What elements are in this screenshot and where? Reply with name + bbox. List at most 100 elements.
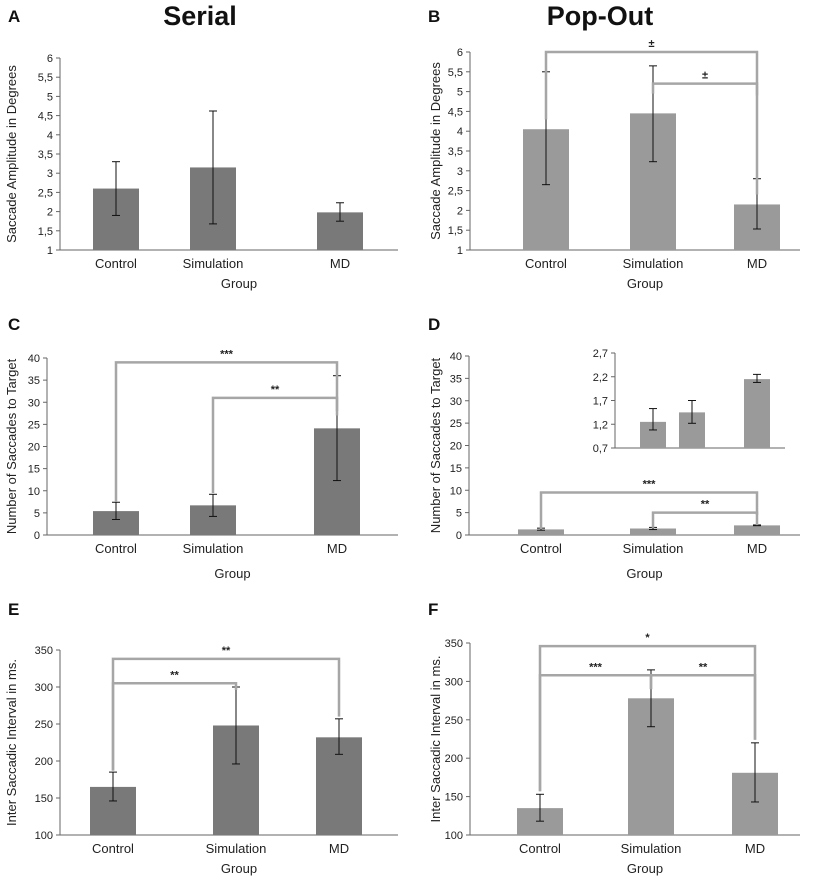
y-tick-label: 4,5 — [38, 111, 53, 123]
y-tick-label: 5,5 — [38, 72, 53, 84]
y-tick-label: 1,5 — [38, 226, 53, 238]
y-tick-label: 100 — [445, 830, 463, 842]
y-tick-label: 20 — [450, 441, 462, 453]
panel-label: C — [8, 315, 20, 334]
y-tick-label: 0 — [34, 530, 40, 542]
y-tick-label: 5 — [34, 508, 40, 520]
x-category-label: Control — [95, 541, 137, 556]
chart-panel-b: B 1 1,5 2 2,5 3 3,5 4 4,5 5 5,5 6 Control Simulation M… — [428, 7, 800, 291]
x-axis-title: Group — [221, 276, 257, 291]
y-tick-label: 100 — [35, 830, 53, 842]
y-tick-label: 250 — [445, 715, 463, 727]
x-category-label: Simulation — [623, 541, 684, 556]
y-tick-label: 5,5 — [448, 67, 463, 79]
significance-label: ** — [170, 669, 179, 681]
significance-label: ** — [701, 499, 710, 511]
x-axis-title: Group — [626, 566, 662, 581]
inset-y-tick-label: 2,2 — [593, 372, 608, 384]
x-category-label: Simulation — [183, 541, 244, 556]
y-tick-label: 30 — [450, 396, 462, 408]
y-tick-label: 5 — [457, 87, 463, 99]
y-tick-label: 3,5 — [38, 149, 53, 161]
y-tick-label: 25 — [450, 418, 462, 430]
y-axis-title: Saccade Amplitude in Degrees — [428, 62, 443, 240]
bar-control — [518, 529, 564, 535]
significance-bracket — [544, 50, 759, 195]
y-tick-label: 10 — [450, 485, 462, 497]
y-tick-label: 300 — [445, 676, 463, 688]
x-axis-title: Group — [627, 276, 663, 291]
x-category-label: MD — [330, 256, 350, 271]
y-tick-label: 200 — [35, 756, 53, 768]
x-category-label: Simulation — [206, 841, 267, 856]
x-category-label: Control — [95, 256, 137, 271]
y-axis-title: Inter Saccadic Interval in ms. — [428, 656, 443, 823]
y-tick-label: 150 — [35, 793, 53, 805]
significance-bracket — [111, 682, 238, 771]
inset-y-tick-label: 2,7 — [593, 348, 608, 360]
x-category-label: Simulation — [621, 841, 682, 856]
significance-label: *** — [220, 348, 234, 360]
y-tick-label: 3,5 — [448, 146, 463, 158]
y-tick-label: 1 — [457, 245, 463, 257]
inset-bar-md — [744, 379, 770, 448]
x-axis-title: Group — [214, 566, 250, 581]
y-tick-label: 3 — [47, 168, 53, 180]
y-axis-title: Number of Saccades to Target — [428, 357, 443, 533]
column-title-serial: Serial — [163, 1, 237, 31]
x-category-label: Simulation — [623, 256, 684, 271]
y-tick-label: 15 — [450, 463, 462, 475]
y-axis-title: Inter Saccadic Interval in ms. — [4, 659, 19, 826]
x-category-label: Control — [519, 841, 561, 856]
x-category-label: Control — [520, 541, 562, 556]
y-tick-label: 4,5 — [448, 106, 463, 118]
y-tick-label: 200 — [445, 753, 463, 765]
panel-label: B — [428, 7, 440, 26]
x-category-label: MD — [329, 841, 349, 856]
panel-label: A — [8, 7, 20, 26]
y-tick-label: 20 — [28, 442, 40, 454]
y-tick-label: 6 — [457, 47, 463, 59]
y-tick-label: 4 — [47, 130, 53, 142]
panel-label: D — [428, 315, 440, 334]
x-category-label: Control — [525, 256, 567, 271]
bar-md — [734, 525, 780, 535]
x-category-label: MD — [747, 256, 767, 271]
significance-bracket — [211, 396, 339, 493]
significance-bracket — [114, 361, 339, 502]
significance-label: *** — [643, 478, 657, 490]
significance-label: ± — [702, 70, 708, 82]
y-tick-label: 2 — [47, 207, 53, 219]
y-tick-label: 350 — [445, 638, 463, 650]
significance-label: ± — [648, 38, 654, 50]
y-tick-label: 35 — [450, 373, 462, 385]
x-category-label: MD — [745, 841, 765, 856]
inset-chart: 0,7 1,2 1,7 2,2 2,7 — [593, 348, 785, 455]
y-tick-label: 2,5 — [448, 186, 463, 198]
y-tick-label: 40 — [450, 351, 462, 363]
panel-label: F — [428, 600, 438, 619]
y-tick-label: 350 — [35, 645, 53, 657]
y-tick-label: 40 — [28, 353, 40, 365]
y-tick-label: 4 — [457, 126, 463, 138]
y-tick-label: 150 — [445, 792, 463, 804]
significance-label: * — [645, 632, 650, 644]
y-tick-label: 1 — [47, 245, 53, 257]
significance-label: ** — [271, 384, 280, 396]
inset-y-tick-label: 1,2 — [593, 419, 608, 431]
inset-y-tick-label: 0,7 — [593, 443, 608, 455]
y-tick-label: 10 — [28, 486, 40, 498]
chart-panel-a: A 1 1,5 2 2,5 3 3,5 4 4,5 5 5,5 6 Control Simulation M… — [4, 7, 398, 291]
significance-bracket — [539, 491, 759, 530]
panel-label: E — [8, 600, 19, 619]
x-axis-title: Group — [627, 861, 663, 876]
y-tick-label: 5 — [47, 91, 53, 103]
significance-label: *** — [589, 661, 603, 673]
y-axis-title: Saccade Amplitude in Degrees — [4, 65, 19, 243]
y-tick-label: 300 — [35, 682, 53, 694]
significance-label: ** — [222, 645, 231, 657]
y-tick-label: 0 — [456, 530, 462, 542]
y-tick-label: 15 — [28, 464, 40, 476]
